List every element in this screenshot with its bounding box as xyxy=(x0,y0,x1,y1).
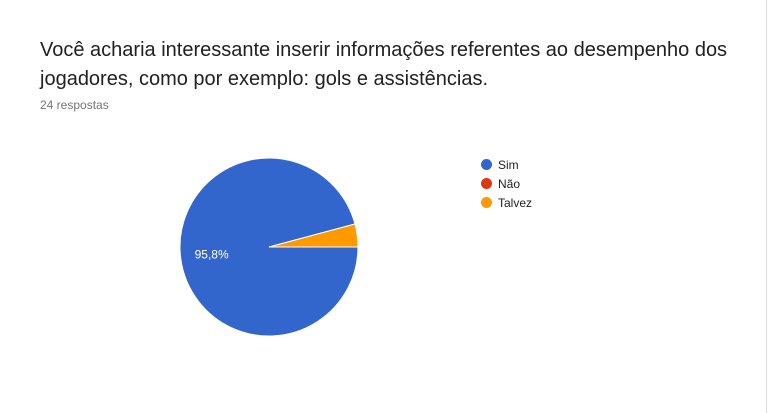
response-count: 24 respostas xyxy=(40,98,109,112)
pie-slices xyxy=(179,157,359,337)
legend-label-nao: Não xyxy=(498,176,521,191)
question-title: Você acharia interessante inserir inform… xyxy=(40,39,728,90)
legend-item-sim[interactable]: Sim xyxy=(481,155,532,174)
legend-label-talvez: Talvez xyxy=(498,195,533,210)
legend-swatch-nao xyxy=(481,178,492,189)
pie-labels: 95,8% xyxy=(195,248,229,262)
pie-label-sim: 95,8% xyxy=(195,248,229,262)
legend-swatch-sim xyxy=(481,159,492,170)
pie-slice-talvez[interactable] xyxy=(268,223,359,248)
legend-item-nao[interactable]: Não xyxy=(481,174,532,193)
legend-swatch-talvez xyxy=(481,197,492,208)
legend-item-talvez[interactable]: Talvez xyxy=(481,193,532,212)
chart-legend: Sim Não Talvez xyxy=(481,155,532,212)
legend-label-sim: Sim xyxy=(498,157,519,172)
